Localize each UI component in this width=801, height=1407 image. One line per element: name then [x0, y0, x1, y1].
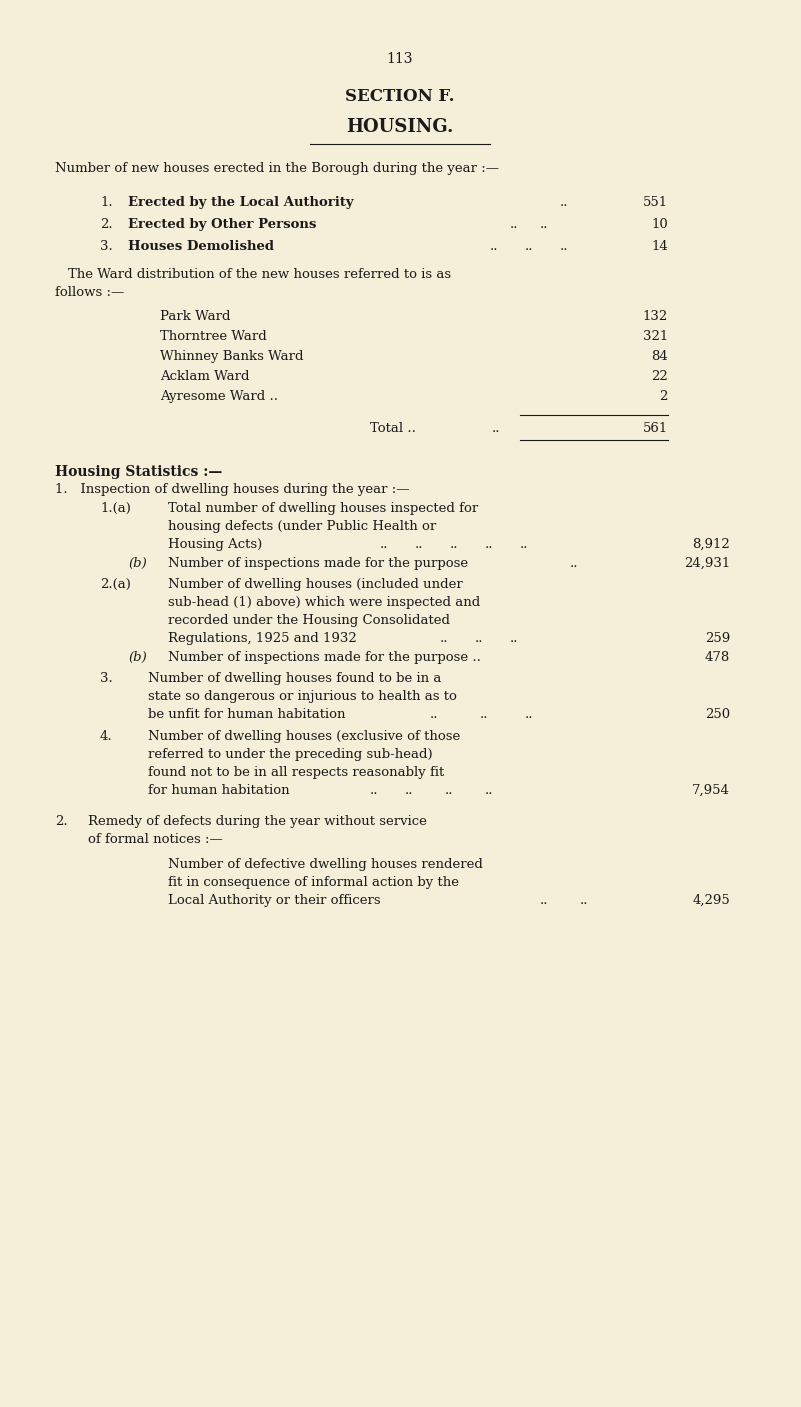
Text: 561: 561 — [642, 422, 668, 435]
Text: ..: .. — [492, 422, 501, 435]
Text: 2: 2 — [660, 390, 668, 402]
Text: ..: .. — [415, 537, 424, 552]
Text: housing defects (under Public Health or: housing defects (under Public Health or — [168, 521, 437, 533]
Text: ..: .. — [450, 537, 458, 552]
Text: 250: 250 — [705, 708, 730, 720]
Text: ..: .. — [440, 632, 449, 644]
Text: Whinney Banks Ward: Whinney Banks Ward — [160, 350, 304, 363]
Text: ..: .. — [520, 537, 529, 552]
Text: 7,954: 7,954 — [692, 784, 730, 796]
Text: of formal notices :—: of formal notices :— — [88, 833, 223, 846]
Text: Number of dwelling houses (exclusive of those: Number of dwelling houses (exclusive of … — [148, 730, 461, 743]
Text: 22: 22 — [651, 370, 668, 383]
Text: 2.: 2. — [55, 815, 67, 827]
Text: fit in consequence of informal action by the: fit in consequence of informal action by… — [168, 877, 459, 889]
Text: ..: .. — [490, 241, 498, 253]
Text: 478: 478 — [705, 651, 730, 664]
Text: Number of dwelling houses found to be in a: Number of dwelling houses found to be in… — [148, 673, 441, 685]
Text: Ayresome Ward ..: Ayresome Ward .. — [160, 390, 278, 402]
Text: 3.: 3. — [100, 673, 113, 685]
Text: Total ..: Total .. — [370, 422, 416, 435]
Text: Erected by Other Persons: Erected by Other Persons — [128, 218, 316, 231]
Text: ..: .. — [540, 218, 549, 231]
Text: 10: 10 — [651, 218, 668, 231]
Text: sub-head (1) above) which were inspected and: sub-head (1) above) which were inspected… — [168, 597, 481, 609]
Text: referred to under the preceding sub-head): referred to under the preceding sub-head… — [148, 749, 433, 761]
Text: ..: .. — [560, 241, 569, 253]
Text: 1.(a): 1.(a) — [100, 502, 131, 515]
Text: ..: .. — [525, 708, 533, 720]
Text: ..: .. — [480, 708, 489, 720]
Text: Park Ward: Park Ward — [160, 310, 231, 324]
Text: Local Authority or their officers: Local Authority or their officers — [168, 893, 380, 908]
Text: ..: .. — [560, 196, 569, 210]
Text: Housing Acts): Housing Acts) — [168, 537, 262, 552]
Text: 8,912: 8,912 — [692, 537, 730, 552]
Text: Houses Demolished: Houses Demolished — [128, 241, 274, 253]
Text: ..: .. — [445, 784, 453, 796]
Text: ..: .. — [580, 893, 589, 908]
Text: 113: 113 — [387, 52, 413, 66]
Text: ..: .. — [510, 632, 518, 644]
Text: Number of new houses erected in the Borough during the year :—: Number of new houses erected in the Boro… — [55, 162, 499, 174]
Text: ..: .. — [510, 218, 518, 231]
Text: 84: 84 — [651, 350, 668, 363]
Text: ..: .. — [540, 893, 549, 908]
Text: Remedy of defects during the year without service: Remedy of defects during the year withou… — [88, 815, 427, 827]
Text: ..: .. — [370, 784, 379, 796]
Text: Number of inspections made for the purpose ..: Number of inspections made for the purpo… — [168, 651, 481, 664]
Text: 259: 259 — [705, 632, 730, 644]
Text: ..: .. — [405, 784, 413, 796]
Text: 24,931: 24,931 — [684, 557, 730, 570]
Text: Thorntree Ward: Thorntree Ward — [160, 331, 267, 343]
Text: ..: .. — [380, 537, 388, 552]
Text: ..: .. — [485, 537, 493, 552]
Text: recorded under the Housing Consolidated: recorded under the Housing Consolidated — [168, 613, 450, 628]
Text: 2.: 2. — [100, 218, 113, 231]
Text: 551: 551 — [643, 196, 668, 210]
Text: be unfit for human habitation: be unfit for human habitation — [148, 708, 345, 720]
Text: 321: 321 — [642, 331, 668, 343]
Text: Erected by the Local Authority: Erected by the Local Authority — [128, 196, 353, 210]
Text: 4.: 4. — [100, 730, 113, 743]
Text: ..: .. — [430, 708, 438, 720]
Text: state so dangerous or injurious to health as to: state so dangerous or injurious to healt… — [148, 689, 457, 704]
Text: for human habitation: for human habitation — [148, 784, 290, 796]
Text: ..: .. — [570, 557, 578, 570]
Text: 4,295: 4,295 — [692, 893, 730, 908]
Text: The Ward distribution of the new houses referred to is as: The Ward distribution of the new houses … — [68, 267, 451, 281]
Text: Housing Statistics :—: Housing Statistics :— — [55, 464, 222, 478]
Text: (b): (b) — [128, 557, 147, 570]
Text: follows :—: follows :— — [55, 286, 124, 300]
Text: 3.: 3. — [100, 241, 113, 253]
Text: SECTION F.: SECTION F. — [345, 89, 455, 106]
Text: 14: 14 — [651, 241, 668, 253]
Text: ..: .. — [525, 241, 533, 253]
Text: 2.(a): 2.(a) — [100, 578, 131, 591]
Text: HOUSING.: HOUSING. — [346, 118, 453, 136]
Text: 132: 132 — [642, 310, 668, 324]
Text: 1.   Inspection of dwelling houses during the year :—: 1. Inspection of dwelling houses during … — [55, 483, 409, 497]
Text: Number of defective dwelling houses rendered: Number of defective dwelling houses rend… — [168, 858, 483, 871]
Text: Number of dwelling houses (included under: Number of dwelling houses (included unde… — [168, 578, 463, 591]
Text: 1.: 1. — [100, 196, 113, 210]
Text: Number of inspections made for the purpose: Number of inspections made for the purpo… — [168, 557, 468, 570]
Text: found not to be in all respects reasonably fit: found not to be in all respects reasonab… — [148, 765, 445, 779]
Text: Total number of dwelling houses inspected for: Total number of dwelling houses inspecte… — [168, 502, 478, 515]
Text: Acklam Ward: Acklam Ward — [160, 370, 249, 383]
Text: (b): (b) — [128, 651, 147, 664]
Text: ..: .. — [475, 632, 484, 644]
Text: ..: .. — [485, 784, 493, 796]
Text: Regulations, 1925 and 1932: Regulations, 1925 and 1932 — [168, 632, 356, 644]
